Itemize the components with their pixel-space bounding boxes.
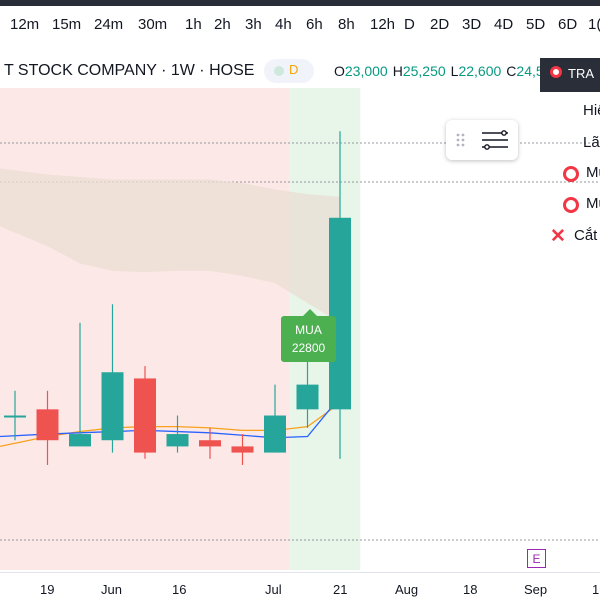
candle-body bbox=[69, 434, 91, 447]
side-item-0[interactable]: Hiê bbox=[583, 102, 600, 119]
target-icon bbox=[550, 66, 562, 78]
time-label-0: 19 bbox=[40, 582, 55, 597]
sell-zone bbox=[0, 88, 290, 570]
interval-13[interactable]: 3D bbox=[462, 16, 482, 33]
ohlc-key-h: H bbox=[392, 63, 403, 79]
ohlc-key-o: O bbox=[334, 63, 345, 79]
candle-body bbox=[4, 415, 26, 418]
price-chart[interactable] bbox=[0, 88, 600, 570]
candle-body bbox=[329, 217, 351, 410]
side-item-3[interactable]: Mu bbox=[586, 195, 600, 212]
time-label-1: Jun bbox=[101, 582, 122, 597]
candle-body bbox=[36, 409, 59, 441]
side-item-2[interactable]: Mu bbox=[586, 164, 600, 181]
interval-1[interactable]: 15m bbox=[52, 16, 82, 33]
candle-body bbox=[199, 440, 221, 447]
ohlc-value-l: 22,600 bbox=[458, 63, 502, 79]
status-dot-icon bbox=[274, 66, 284, 76]
interval-0[interactable]: 12m bbox=[10, 16, 40, 33]
interval-3[interactable]: 30m bbox=[138, 16, 168, 33]
time-label-2: 16 bbox=[172, 582, 187, 597]
symbol-legend: T STOCK COMPANY · 1W · HOSE D O23,000 H25… bbox=[0, 58, 600, 92]
market-status[interactable]: D bbox=[264, 59, 314, 83]
top-bar bbox=[0, 0, 600, 6]
candle-body bbox=[296, 384, 319, 410]
side-item-1[interactable]: Lã bbox=[583, 134, 600, 151]
interval-6[interactable]: 3h bbox=[245, 16, 262, 33]
interval-2[interactable]: 24m bbox=[94, 16, 124, 33]
cloud-band bbox=[0, 168, 340, 323]
candle-body bbox=[231, 446, 254, 453]
buy-signal-text: MUA bbox=[295, 323, 322, 337]
trade-button-label: TRA bbox=[568, 66, 594, 81]
ohlc-key-c: C bbox=[506, 63, 517, 79]
time-label-7: Sep bbox=[524, 582, 548, 597]
time-label-8: 1( bbox=[592, 582, 600, 597]
interval-9[interactable]: 8h bbox=[338, 16, 355, 33]
interval-17[interactable]: 1( bbox=[588, 16, 600, 33]
time-label-6: 18 bbox=[463, 582, 478, 597]
buy-signal-price: 22800 bbox=[291, 341, 326, 355]
interval-11[interactable]: D bbox=[404, 16, 415, 33]
ohlc-value-o: 23,000 bbox=[344, 63, 388, 79]
ohlc-key-l: L bbox=[450, 63, 459, 79]
candle-body bbox=[264, 415, 286, 453]
time-label-4: 21 bbox=[333, 582, 348, 597]
interval-toolbar: 12m 15m 24m 30m 1h 2h 3h 4h 6h 8h 12h D 2D 3D 4D 5D 6D 1( bbox=[0, 6, 600, 50]
chart-pane[interactable] bbox=[0, 88, 600, 570]
interval-15[interactable]: 5D bbox=[526, 16, 546, 33]
buy-signal-arrow bbox=[303, 309, 317, 316]
ohlc-value-h: 25,250 bbox=[402, 63, 446, 79]
ohlc-values: O23,000 H25,250 L22,600 C24,550 bbox=[334, 63, 564, 79]
interval-8[interactable]: 6h bbox=[306, 16, 323, 33]
target-icon bbox=[563, 197, 579, 213]
time-axis[interactable]: 19 Jun 16 Jul 21 Aug 18 Sep 1( bbox=[0, 572, 600, 601]
chart-menu-button[interactable] bbox=[446, 120, 518, 160]
interval-12[interactable]: 2D bbox=[430, 16, 450, 33]
earnings-event-marker[interactable]: E bbox=[527, 549, 546, 568]
target-icon bbox=[563, 166, 579, 182]
symbol-title[interactable]: T STOCK COMPANY · 1W · HOSE bbox=[4, 62, 255, 79]
candle-body bbox=[101, 372, 124, 441]
time-label-5: Aug bbox=[395, 582, 419, 597]
close-icon: ✕ bbox=[550, 226, 566, 247]
interval-7[interactable]: 4h bbox=[275, 16, 292, 33]
interval-4[interactable]: 1h bbox=[185, 16, 202, 33]
side-item-4[interactable]: Cắt bbox=[574, 227, 598, 244]
interval-14[interactable]: 4D bbox=[494, 16, 514, 33]
candle-body bbox=[166, 434, 189, 447]
interval-5[interactable]: 2h bbox=[214, 16, 231, 33]
buy-signal-label[interactable]: MUA 22800 bbox=[281, 316, 336, 362]
trade-button[interactable]: TRA bbox=[540, 58, 600, 92]
delayed-badge: D bbox=[289, 62, 299, 77]
time-label-3: Jul bbox=[265, 582, 282, 597]
interval-16[interactable]: 6D bbox=[558, 16, 578, 33]
candle-body bbox=[134, 378, 156, 453]
interval-10[interactable]: 12h bbox=[370, 16, 396, 33]
drag-handle-icon bbox=[456, 130, 508, 150]
